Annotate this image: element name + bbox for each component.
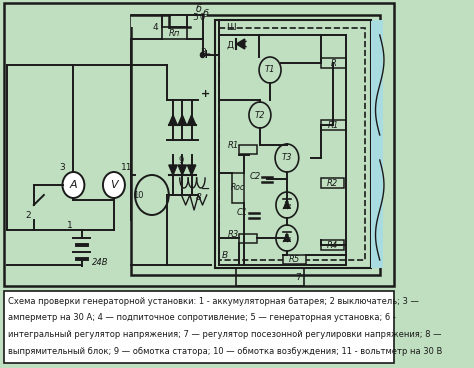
Text: Т2: Т2 bbox=[255, 110, 265, 120]
Text: 24В: 24В bbox=[92, 258, 109, 267]
Bar bbox=[321, 120, 346, 130]
Polygon shape bbox=[236, 39, 245, 49]
Text: 0: 0 bbox=[200, 13, 205, 22]
Text: −: − bbox=[201, 184, 210, 194]
Text: 10: 10 bbox=[133, 191, 144, 200]
Text: Rос: Rос bbox=[231, 184, 245, 192]
Text: 5: 5 bbox=[192, 13, 198, 22]
Text: 11: 11 bbox=[121, 163, 132, 172]
Bar bbox=[236, 268, 304, 286]
Bar bbox=[215, 20, 371, 268]
Bar bbox=[371, 20, 383, 268]
Polygon shape bbox=[178, 115, 186, 125]
Text: В: В bbox=[222, 251, 228, 260]
Text: R3: R3 bbox=[228, 230, 239, 239]
Text: Т3: Т3 bbox=[282, 153, 292, 163]
Bar bbox=[4, 291, 394, 363]
Polygon shape bbox=[178, 165, 186, 175]
Text: интегральный регулятор напряжения; 7 — регулятор посезонной регулировки напряжен: интегральный регулятор напряжения; 7 — р… bbox=[8, 330, 441, 339]
Text: +: + bbox=[201, 48, 211, 61]
Text: б: б bbox=[196, 4, 202, 14]
Circle shape bbox=[135, 175, 169, 215]
Polygon shape bbox=[187, 165, 196, 175]
Circle shape bbox=[103, 172, 125, 198]
Bar bbox=[371, 145, 382, 268]
Bar bbox=[162, 27, 187, 39]
Bar bbox=[321, 240, 344, 250]
Text: Схема проверки генераторной установки: 1 - аккумуляторная батарея; 2 выключатель: Схема проверки генераторной установки: 1… bbox=[8, 297, 419, 306]
Text: +: + bbox=[201, 89, 210, 99]
Circle shape bbox=[201, 53, 205, 57]
Text: В: В bbox=[200, 48, 206, 57]
Bar bbox=[239, 145, 257, 154]
Bar bbox=[4, 3, 394, 286]
Polygon shape bbox=[283, 199, 291, 209]
Bar bbox=[321, 58, 346, 68]
Text: R: R bbox=[330, 59, 336, 67]
Text: 3: 3 bbox=[59, 163, 65, 172]
Polygon shape bbox=[187, 115, 196, 125]
Polygon shape bbox=[169, 165, 177, 175]
Text: амперметр на 30 А; 4 — подпиточное сопротивление; 5 — генераторная установка; 6 : амперметр на 30 А; 4 — подпиточное сопро… bbox=[8, 314, 395, 322]
Text: 2: 2 bbox=[25, 211, 31, 220]
Text: C1: C1 bbox=[236, 208, 247, 217]
Bar bbox=[131, 15, 380, 275]
Text: выпрямительный блок; 9 — обмотка статора; 10 — обмотка возбуждения; 11 - вольтме: выпрямительный блок; 9 — обмотка статора… bbox=[8, 347, 442, 355]
Circle shape bbox=[276, 225, 298, 251]
Bar bbox=[219, 28, 365, 260]
Circle shape bbox=[249, 102, 271, 128]
Text: Ш: Ш bbox=[226, 23, 236, 32]
Polygon shape bbox=[169, 115, 177, 125]
Bar bbox=[232, 173, 244, 203]
Text: А: А bbox=[70, 180, 77, 190]
Text: Д₂: Д₂ bbox=[283, 201, 292, 209]
Text: R2: R2 bbox=[327, 178, 338, 188]
Circle shape bbox=[259, 57, 281, 83]
Circle shape bbox=[276, 192, 298, 218]
Text: Д: Д bbox=[226, 41, 233, 50]
Bar bbox=[283, 255, 306, 264]
Text: R1: R1 bbox=[328, 120, 339, 130]
Text: C2: C2 bbox=[250, 172, 261, 181]
Text: 8: 8 bbox=[196, 193, 201, 202]
Text: V: V bbox=[110, 180, 118, 190]
Bar bbox=[239, 234, 257, 243]
Text: 1: 1 bbox=[67, 221, 73, 230]
Text: 4: 4 bbox=[153, 23, 158, 32]
Text: б: б bbox=[202, 9, 209, 19]
Text: R1: R1 bbox=[228, 141, 239, 150]
Bar bbox=[131, 15, 207, 27]
Text: Rп: Rп bbox=[169, 28, 181, 38]
Text: Т1: Т1 bbox=[265, 66, 275, 74]
Polygon shape bbox=[283, 232, 291, 242]
Circle shape bbox=[275, 144, 299, 172]
Text: R5: R5 bbox=[289, 255, 300, 265]
Text: Д₃: Д₃ bbox=[283, 234, 292, 243]
Text: R4: R4 bbox=[327, 241, 338, 250]
Text: 9: 9 bbox=[179, 156, 184, 165]
Text: 7: 7 bbox=[295, 273, 301, 283]
Bar bbox=[371, 20, 382, 143]
Circle shape bbox=[63, 172, 84, 198]
Bar bbox=[321, 178, 344, 188]
